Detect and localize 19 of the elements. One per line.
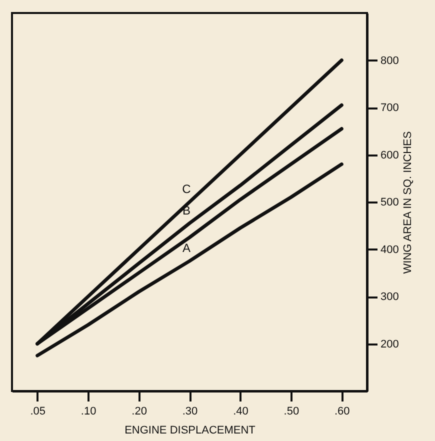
x-tick-label: .40 [233, 406, 248, 418]
y-tick-label: 600 [380, 149, 399, 162]
x-tick-label: .60 [334, 406, 350, 418]
x-tick-label: .30 [182, 406, 198, 418]
y-tick-label: 500 [380, 196, 399, 208]
x-axis-title: ENGINE DISPLACEMENT [124, 424, 256, 436]
y-tick-label: 300 [380, 291, 399, 303]
y-tick-label: 400 [380, 244, 399, 256]
y-axis-title: WING AREA IN SQ. INCHES [402, 131, 414, 274]
y-tick-label: 800 [380, 54, 399, 67]
x-tick-label: .05 [30, 406, 46, 418]
annotation: A [182, 241, 191, 256]
line-series [36, 162, 344, 358]
x-tick-label: .10 [80, 406, 96, 418]
x-tick-label: .20 [132, 406, 147, 418]
x-tick-label: .50 [284, 406, 300, 418]
annotation: C [182, 182, 192, 196]
y-tick-label: 700 [380, 102, 399, 114]
y-tick-label: 200 [380, 338, 399, 350]
